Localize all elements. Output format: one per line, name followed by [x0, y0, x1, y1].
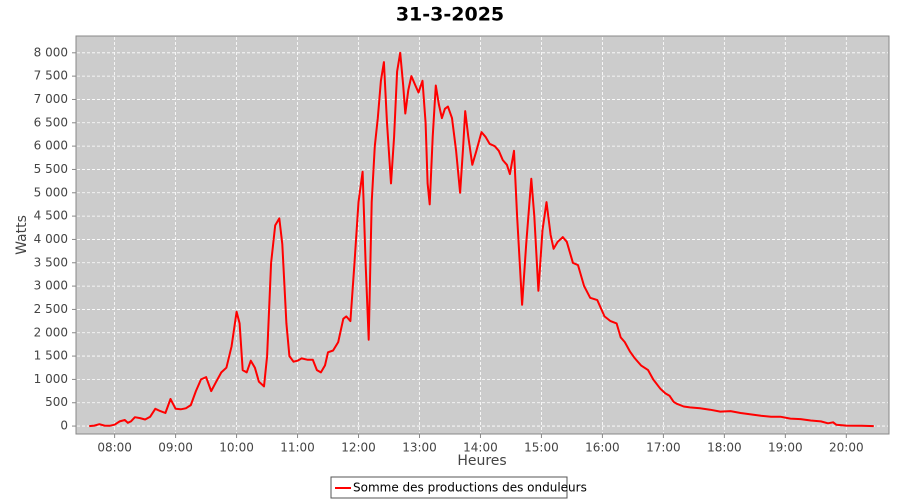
legend [330, 476, 568, 499]
x-tick-label: 13:00 [402, 441, 437, 455]
x-tick-label: 10:00 [219, 441, 254, 455]
y-tick-label: 4 000 [34, 232, 68, 246]
x-tick-label: 09:00 [158, 441, 193, 455]
x-axis-label: Heures [457, 453, 506, 469]
y-tick-label: 4 500 [34, 209, 68, 223]
chart-title: 31-3-2025 [396, 4, 504, 26]
legend-label: Somme des productions des onduleurs [353, 481, 587, 495]
y-tick-label: 6 000 [34, 139, 68, 153]
plot-area [75, 35, 890, 435]
y-tick-label: 500 [45, 395, 68, 409]
y-tick-label: 1 500 [34, 349, 68, 363]
x-tick-label: 11:00 [280, 441, 315, 455]
y-tick-label: 0 [60, 419, 68, 433]
y-tick-label: 2 000 [34, 325, 68, 339]
x-tick-label: 17:00 [646, 441, 681, 455]
x-tick-label: 19:00 [768, 441, 803, 455]
data-line [89, 51, 874, 428]
y-tick-label: 5 000 [34, 185, 68, 199]
y-tick-label: 6 500 [34, 115, 68, 129]
y-tick-label: 1 000 [34, 372, 68, 386]
x-tick-label: 16:00 [585, 441, 620, 455]
y-tick-label: 3 000 [34, 279, 68, 293]
y-tick-label: 7 500 [34, 69, 68, 83]
x-tick-label: 15:00 [524, 441, 559, 455]
x-tick-label: 08:00 [97, 441, 132, 455]
x-tick-label: 12:00 [341, 441, 376, 455]
y-tick-label: 2 500 [34, 302, 68, 316]
y-axis-label: Watts [14, 215, 30, 255]
y-tick-label: 8 000 [34, 45, 68, 59]
y-tick-label: 7 000 [34, 92, 68, 106]
x-tick-label: 14:00 [463, 441, 498, 455]
x-tick-label: 20:00 [829, 441, 864, 455]
y-tick-label: 3 500 [34, 255, 68, 269]
y-tick-label: 5 500 [34, 162, 68, 176]
x-tick-label: 18:00 [707, 441, 742, 455]
